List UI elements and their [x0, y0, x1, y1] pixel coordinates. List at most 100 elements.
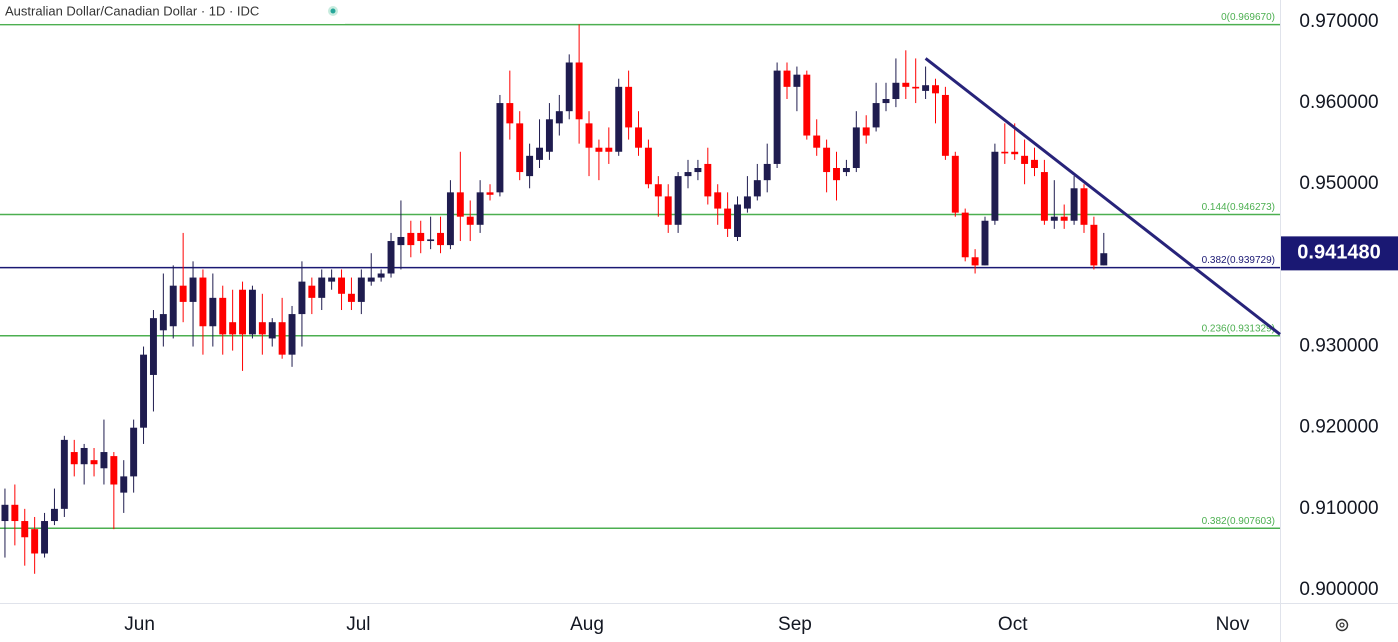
candle-body [387, 241, 395, 274]
candle-body [763, 163, 771, 181]
candle-body [912, 86, 920, 89]
candle-body [417, 232, 425, 242]
candle-body [110, 456, 118, 485]
candle-body [456, 192, 464, 217]
candle-body [783, 70, 791, 87]
candle-body [11, 504, 19, 522]
candle-body [694, 167, 702, 173]
candle-body [466, 216, 474, 225]
candle-body [41, 521, 49, 554]
candle-body [179, 285, 187, 302]
settings-icon[interactable] [1335, 618, 1349, 632]
trendline [924, 57, 1281, 336]
candle-body [585, 123, 593, 148]
y-tick-label: 0.960000 [1299, 92, 1378, 113]
y-tick-label: 0.920000 [1299, 417, 1378, 438]
y-tick-label: 0.970000 [1299, 11, 1378, 32]
candle-body [367, 277, 375, 282]
candle-body [1040, 172, 1048, 221]
candle-body [644, 147, 652, 185]
header-bg [0, 0, 345, 24]
candle-body [308, 285, 316, 298]
candle-body [922, 85, 930, 91]
chart-title: Australian Dollar/Canadian Dollar · 1D ·… [5, 3, 259, 18]
candle-body [951, 155, 959, 213]
candle-body [981, 220, 989, 266]
candle-body [437, 232, 444, 246]
candle-body [1001, 151, 1009, 154]
candle-body [169, 285, 177, 327]
last-price-label: 0.941480 [1297, 242, 1380, 264]
x-tick-label: Oct [998, 614, 1028, 635]
candle-body [991, 151, 999, 221]
candle-body [892, 82, 900, 100]
candle-body [90, 460, 98, 465]
candle-body [1050, 216, 1058, 221]
candle-body [823, 147, 831, 173]
candle-body [229, 322, 237, 335]
candle-body [882, 99, 890, 104]
candle-body [971, 257, 979, 266]
level-label: 0(0.969670) [1221, 12, 1275, 23]
level-label: 0.236(0.931329) [1202, 323, 1275, 334]
candle-body [407, 232, 415, 246]
plot-area: 0(0.969670) 0.144(0.946273) 0.382(0.939729… [0, 12, 1281, 574]
candle-body [654, 184, 662, 197]
candle-body [199, 277, 207, 327]
candle-body [684, 172, 692, 177]
candle-body [446, 192, 454, 246]
candle-body [674, 176, 682, 225]
candle-body [961, 212, 969, 258]
candle-body [377, 273, 385, 278]
candle-body [714, 192, 722, 209]
candle-body [565, 62, 573, 112]
candle-body [635, 127, 642, 148]
candle-body [555, 111, 563, 124]
candle-body [793, 74, 801, 87]
candle-body [248, 289, 256, 335]
candle-body [31, 529, 39, 554]
candle-body [506, 103, 514, 124]
candle-body [932, 85, 939, 94]
candle-body [1090, 224, 1098, 266]
candle-body [21, 521, 29, 538]
settings-icon-center[interactable] [1339, 622, 1345, 628]
candle-body [159, 314, 167, 331]
candle-body [773, 70, 781, 164]
x-tick-label: Aug [570, 614, 604, 635]
candle-body [545, 119, 553, 152]
candle-body [496, 103, 504, 193]
candle-body [1021, 155, 1029, 164]
candle-body [70, 452, 78, 465]
candle-body [625, 86, 633, 128]
candle-body [149, 318, 157, 375]
last-price-box [1281, 236, 1398, 271]
candle-body [724, 208, 732, 229]
candle-body [328, 277, 336, 282]
y-tick-label: 0.910000 [1299, 498, 1378, 519]
candle-body [318, 277, 326, 298]
candle-body [734, 204, 741, 237]
candle-body [575, 62, 583, 120]
candle-body [50, 508, 58, 522]
candle-body [833, 167, 840, 181]
x-tick-label: Sep [778, 614, 812, 635]
y-tick-label: 0.950000 [1299, 173, 1378, 194]
candle-body [1100, 253, 1108, 266]
candle-body [862, 127, 870, 136]
candle-body [347, 293, 355, 302]
candle-body [941, 94, 949, 156]
candle-body [902, 82, 910, 87]
candle-body [239, 289, 247, 335]
candle-body [427, 239, 435, 242]
candle-body [842, 167, 850, 173]
candle-body [852, 127, 860, 168]
candle-body [278, 322, 286, 355]
candle-body [100, 452, 108, 469]
candle-body [1070, 188, 1078, 221]
candle-body [872, 103, 880, 128]
settings-icon-ring[interactable] [1335, 618, 1349, 632]
candle-body [476, 192, 484, 225]
